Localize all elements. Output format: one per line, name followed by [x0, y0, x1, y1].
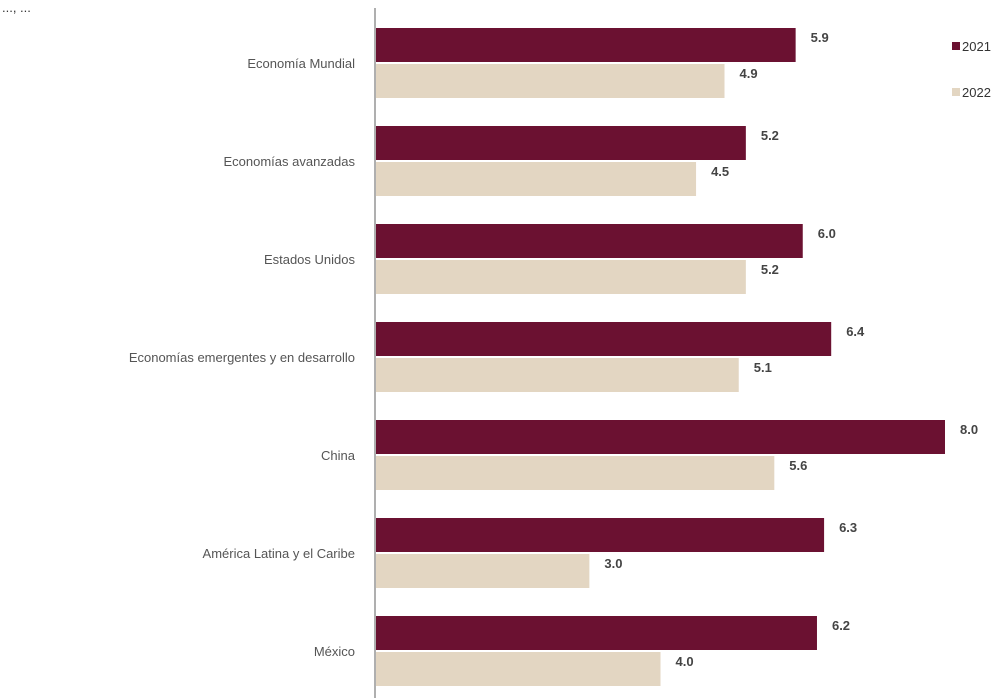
bar-2022 — [376, 64, 725, 98]
category-label: México — [314, 644, 355, 659]
data-label: 6.2 — [832, 618, 850, 633]
header-fragment: ..., ... — [2, 0, 31, 15]
bar-2022 — [376, 456, 775, 490]
data-label: 5.2 — [761, 262, 779, 277]
data-label: 6.4 — [846, 324, 865, 339]
data-label: 8.0 — [960, 422, 978, 437]
legend-swatch-2022 — [952, 88, 960, 96]
data-label: 6.0 — [818, 226, 836, 241]
bar-2021 — [376, 224, 803, 258]
data-label: 6.3 — [839, 520, 857, 535]
legend-label: 2021 — [962, 39, 991, 54]
category-label: Economías emergentes y en desarrollo — [129, 350, 355, 365]
category-label: Economía Mundial — [247, 56, 355, 71]
bar-2022 — [376, 554, 590, 588]
bar-2021 — [376, 518, 825, 552]
category-label: América Latina y el Caribe — [203, 546, 355, 561]
bar-2021 — [376, 28, 796, 62]
bar-2022 — [376, 260, 746, 294]
legend-swatch-2021 — [952, 42, 960, 50]
bar-2022 — [376, 652, 661, 686]
data-label: 4.9 — [740, 66, 758, 81]
bar-2021 — [376, 616, 817, 650]
bar-2022 — [376, 358, 739, 392]
category-label: Estados Unidos — [264, 252, 356, 267]
bar-2022 — [376, 162, 697, 196]
data-label: 5.6 — [789, 458, 807, 473]
bar-2021 — [376, 420, 945, 454]
category-label: China — [321, 448, 356, 463]
data-label: 4.5 — [711, 164, 729, 179]
data-label: 4.0 — [676, 654, 694, 669]
data-label: 5.2 — [761, 128, 779, 143]
data-label: 5.1 — [754, 360, 772, 375]
bar-2021 — [376, 126, 746, 160]
data-label: 3.0 — [604, 556, 622, 571]
data-label: 5.9 — [811, 30, 829, 45]
legend-label: 2022 — [962, 85, 991, 100]
category-label: Economías avanzadas — [223, 154, 355, 169]
bar-2021 — [376, 322, 832, 356]
